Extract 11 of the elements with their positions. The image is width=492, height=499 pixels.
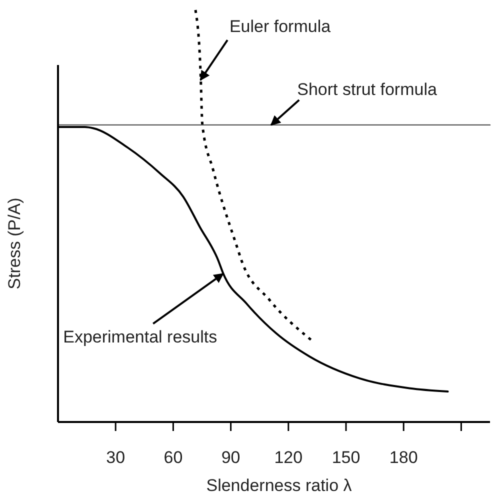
x-axis-title: Slenderness ratio λ (206, 476, 352, 495)
annotation: Euler formula (229, 17, 332, 36)
x-tick-label: 180 (389, 448, 418, 468)
x-tick-label: 90 (221, 448, 240, 468)
annotation: Short strut formula (297, 80, 438, 99)
y-axis-title: Stress (P/A) (5, 198, 24, 290)
x-tick-label: 60 (164, 448, 183, 468)
x-tick-label: 120 (274, 448, 303, 468)
annotation: Experimental results (63, 328, 218, 347)
x-tick-label: 150 (332, 448, 360, 468)
x-tick-label: 30 (106, 448, 126, 468)
